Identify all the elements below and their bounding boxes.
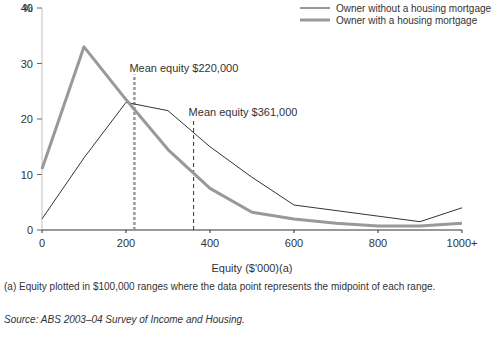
x-tick-label: 200 — [117, 237, 135, 249]
y-axis — [42, 8, 43, 230]
y-axis-label: % — [23, 2, 33, 14]
legend-swatch — [300, 8, 330, 9]
chart: 01020304002004006008001000+%Equity ($'00… — [0, 0, 503, 338]
annotation-label: Mean equity $220,000 — [129, 62, 238, 74]
x-tick-label: 600 — [285, 237, 303, 249]
x-tick — [294, 230, 295, 233]
legend-label: Owner without a housing mortgage — [336, 3, 492, 14]
y-tick-label: 30 — [21, 58, 33, 70]
x-tick — [210, 230, 211, 233]
mean-line — [133, 75, 136, 230]
x-tick-label: 800 — [369, 237, 387, 249]
x-tick — [42, 230, 43, 233]
x-tick — [378, 230, 379, 233]
y-tick-label: 20 — [21, 113, 33, 125]
y-tick — [37, 230, 42, 231]
x-axis — [42, 230, 462, 231]
source: Source: ABS 2003–04 Survey of Income and… — [4, 314, 245, 325]
x-tick-label: 400 — [201, 237, 219, 249]
x-tick-label: 1000+ — [447, 237, 478, 249]
y-tick-label: 40 — [21, 2, 33, 14]
annotation-label: Mean equity $361,000 — [189, 106, 298, 118]
y-tick — [37, 63, 42, 64]
y-tick — [37, 8, 42, 9]
series-line — [42, 47, 462, 226]
y-tick-label: 0 — [27, 224, 33, 236]
plot-area — [42, 47, 462, 230]
x-tick — [462, 230, 463, 233]
legend-swatch — [300, 19, 330, 22]
y-tick-label: 10 — [21, 169, 33, 181]
x-axis-label: Equity ($'000)(a) — [212, 262, 293, 274]
footnote: (a) Equity plotted in $100,000 ranges wh… — [4, 281, 435, 292]
y-tick — [37, 174, 42, 175]
y-tick — [37, 119, 42, 120]
x-tick-label: 0 — [39, 237, 45, 249]
series-line — [42, 102, 462, 221]
x-tick — [126, 230, 127, 233]
legend-label: Owner with a housing mortgage — [336, 15, 478, 26]
